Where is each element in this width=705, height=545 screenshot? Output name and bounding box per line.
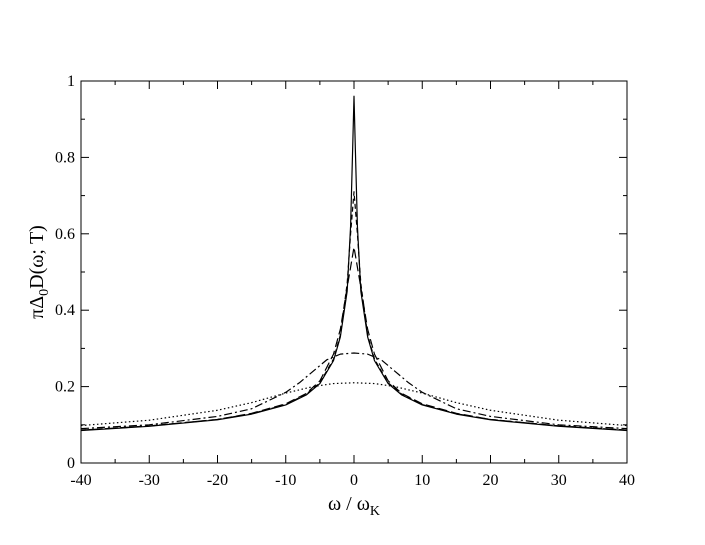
x-tick-label: 0 bbox=[350, 472, 358, 489]
tick-marks bbox=[80, 80, 628, 464]
y-tick-label: 0.2 bbox=[55, 379, 75, 396]
series-layer bbox=[80, 95, 628, 432]
x-tick-label: 20 bbox=[483, 472, 499, 489]
series-line-5 bbox=[80, 382, 628, 427]
x-axis-label: ω / ωK bbox=[328, 493, 380, 519]
tick-labels: -40 -30 -20 -10 0 10 20 30 40 0 0.2 0.4 0.6 0.8 1 bbox=[55, 73, 635, 489]
x-tick-label: -20 bbox=[207, 472, 228, 489]
x-tick-label: 30 bbox=[551, 472, 567, 489]
y-tick-label: 1 bbox=[67, 73, 75, 90]
series-line-4 bbox=[80, 352, 628, 430]
y-tick-label: 0.6 bbox=[55, 226, 75, 243]
x-tick-label: -10 bbox=[275, 472, 296, 489]
y-tick-label: 0.8 bbox=[55, 149, 75, 166]
x-tick-label: -30 bbox=[139, 472, 160, 489]
x-tick-label: -40 bbox=[70, 472, 91, 489]
y-tick-label: 0.4 bbox=[55, 302, 75, 319]
y-axis-label: πΔ0D(ω; T) bbox=[26, 225, 52, 319]
plot-frame bbox=[80, 80, 628, 464]
series-line-1 bbox=[80, 95, 628, 432]
series-line-3 bbox=[80, 246, 628, 431]
series-line-2 bbox=[80, 191, 628, 431]
x-tick-label: 10 bbox=[414, 472, 430, 489]
x-tick-label: 40 bbox=[619, 472, 635, 489]
y-tick-label: 0 bbox=[67, 455, 75, 472]
